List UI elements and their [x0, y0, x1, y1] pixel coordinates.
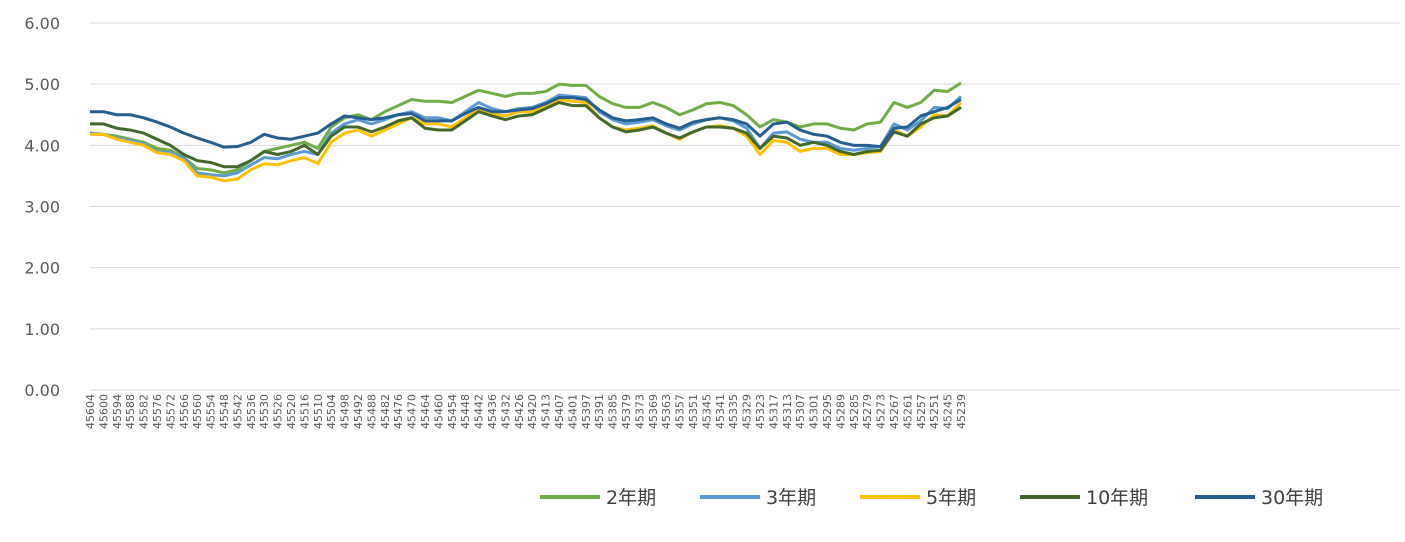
x-tick-label: 45572 [164, 394, 177, 429]
x-tick-label: 45239 [955, 394, 968, 429]
x-tick-label: 45520 [285, 394, 298, 429]
y-tick-label: 4.00 [24, 136, 60, 155]
x-tick-label: 45504 [325, 394, 338, 429]
y-tick-label: 0.00 [24, 381, 60, 400]
x-tick-label: 45345 [700, 394, 713, 429]
x-tick-label: 45251 [928, 394, 941, 429]
x-tick-label: 45279 [861, 394, 874, 429]
x-tick-label: 45407 [553, 394, 566, 429]
legend-label: 5年期 [926, 487, 976, 509]
x-tick-label: 45379 [620, 394, 633, 429]
series-line [90, 97, 963, 183]
x-tick-label: 45420 [526, 394, 539, 429]
y-tick-label: 2.00 [24, 259, 60, 278]
x-tick-label: 45323 [754, 394, 767, 429]
x-tick-label: 45357 [674, 394, 687, 429]
x-tick-label: 45363 [660, 394, 673, 429]
x-tick-label: 45391 [593, 394, 606, 429]
x-tick-label: 45401 [566, 394, 579, 429]
x-tick-label: 45432 [499, 394, 512, 429]
x-tick-label: 45397 [580, 394, 593, 429]
x-tick-label: 45307 [794, 394, 807, 429]
x-tick-label: 45600 [97, 394, 110, 429]
x-tick-label: 45510 [312, 394, 325, 429]
x-tick-label: 45373 [633, 394, 646, 429]
x-tick-label: 45273 [875, 394, 888, 429]
series-line [90, 101, 962, 169]
x-tick-label: 45369 [647, 394, 660, 429]
x-tick-label: 45426 [513, 394, 526, 429]
x-tick-label: 45594 [111, 394, 124, 429]
x-tick-label: 45448 [459, 394, 472, 429]
x-tick-label: 45548 [218, 394, 231, 429]
y-tick-label: 6.00 [24, 14, 60, 33]
x-tick-label: 45301 [808, 394, 821, 429]
x-tick-label: 45464 [419, 394, 432, 429]
legend-label: 3年期 [766, 487, 816, 509]
x-tick-label: 45604 [84, 394, 97, 429]
x-tick-label: 45285 [848, 394, 861, 429]
x-tick-label: 45295 [821, 394, 834, 429]
x-tick-label: 45488 [365, 394, 378, 429]
x-tick-label: 45554 [205, 394, 218, 429]
x-tick-label: 45526 [272, 394, 285, 429]
series-line [89, 81, 962, 175]
x-tick-label: 45576 [151, 394, 164, 429]
x-tick-label: 45492 [352, 394, 365, 429]
x-tick-label: 45454 [446, 394, 459, 429]
x-tick-label: 45385 [607, 394, 620, 429]
x-tick-label: 45542 [231, 394, 244, 429]
x-tick-label: 45317 [767, 394, 780, 429]
legend-label: 2年期 [606, 487, 656, 509]
legend-label: 10年期 [1086, 487, 1148, 509]
y-tick-label: 1.00 [24, 320, 60, 339]
x-tick-label: 45341 [714, 394, 727, 429]
x-tick-label: 45245 [942, 394, 955, 429]
x-tick-label: 45476 [392, 394, 405, 429]
legend-label: 30年期 [1261, 487, 1323, 509]
x-tick-label: 45313 [781, 394, 794, 429]
x-tick-label: 45482 [379, 394, 392, 429]
y-tick-label: 5.00 [24, 75, 60, 94]
x-tick-label: 45351 [687, 394, 700, 429]
x-tick-label: 45582 [138, 394, 151, 429]
x-tick-label: 45261 [901, 394, 914, 429]
x-tick-label: 45442 [473, 394, 486, 429]
x-tick-label: 45516 [298, 394, 311, 429]
x-tick-label: 45460 [432, 394, 445, 429]
x-tick-label: 45536 [245, 394, 258, 429]
x-tick-label: 45498 [339, 394, 352, 429]
x-tick-label: 45530 [258, 394, 271, 429]
series-line [90, 96, 962, 149]
x-tick-label: 45329 [741, 394, 754, 429]
x-tick-label: 45560 [191, 394, 204, 429]
x-tick-label: 45413 [540, 394, 553, 429]
y-tick-label: 3.00 [24, 198, 60, 217]
x-tick-label: 45566 [178, 394, 191, 429]
series-line [89, 93, 963, 178]
x-tick-label: 45289 [834, 394, 847, 429]
x-tick-label: 45436 [486, 394, 499, 429]
x-tick-label: 45257 [915, 394, 928, 429]
x-tick-label: 45470 [406, 394, 419, 429]
x-tick-label: 45267 [888, 394, 901, 429]
x-tick-label: 45335 [727, 394, 740, 429]
x-tick-label: 45588 [124, 394, 137, 429]
